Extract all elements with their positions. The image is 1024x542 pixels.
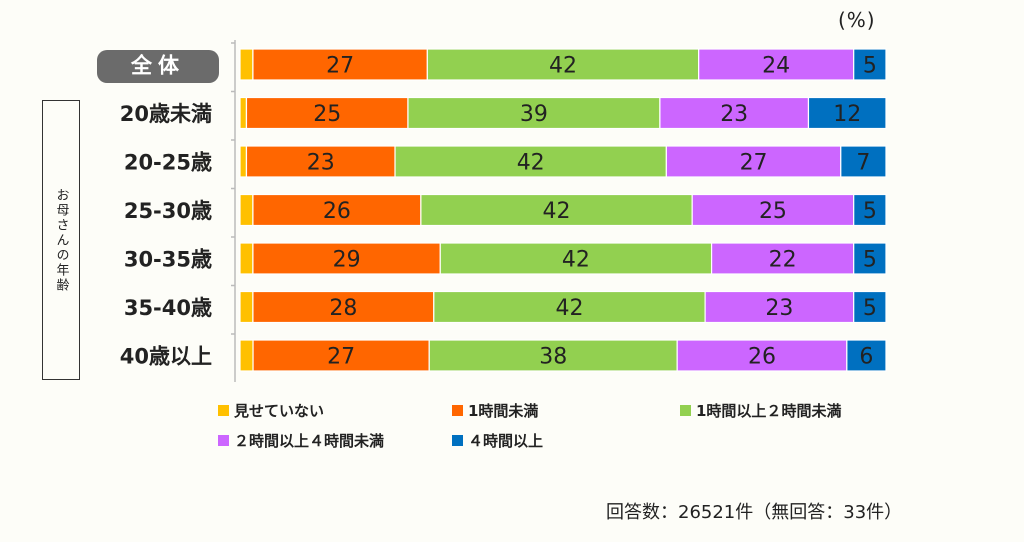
legend-swatch-under-1h <box>452 405 463 416</box>
bar-segment <box>659 96 810 130</box>
bar-segment <box>239 242 254 275</box>
bar-segment <box>807 96 887 130</box>
legend-item-none: 見せていない <box>218 400 324 421</box>
bar-segment <box>239 96 248 130</box>
legend: 見せていない 1時間未満 1時間以上２時間未満 ２時間以上４時間未満 ４時間以上 <box>218 398 918 462</box>
data-label: 5 <box>863 54 877 79</box>
data-label: 26 <box>323 199 351 224</box>
vertical-axis-label: お母さんの年齢 <box>53 187 69 293</box>
data-label: 5 <box>863 296 877 321</box>
bar-segment <box>428 339 678 372</box>
category-label: 25-30歳 <box>124 199 212 223</box>
data-label: 12 <box>833 102 861 127</box>
legend-swatch-over-4h <box>452 435 463 446</box>
bar-segment <box>239 145 248 178</box>
data-label: 39 <box>520 102 548 127</box>
legend-label-over-4h: ４時間以上 <box>468 432 544 450</box>
bar-segment <box>239 193 254 227</box>
legend-item-over-4h: ４時間以上 <box>452 430 543 451</box>
bar-segment <box>665 145 842 178</box>
bar-segment <box>407 96 661 130</box>
bar-segment <box>698 48 855 81</box>
bar-segment <box>252 242 441 275</box>
legend-swatch-none <box>218 405 229 416</box>
category-label: 40歳以上 <box>120 345 212 369</box>
data-label: 42 <box>517 151 545 176</box>
data-label: 23 <box>765 296 793 321</box>
bar-segment <box>676 339 848 372</box>
age-group-box: お母さんの年齢 <box>42 100 80 380</box>
data-label: 42 <box>562 248 590 273</box>
bar-segment <box>426 48 700 81</box>
bar-segment <box>252 290 435 324</box>
data-label: 25 <box>759 199 787 224</box>
data-label: 25 <box>313 102 341 127</box>
category-label: 全体 <box>130 54 185 78</box>
legend-item-2-to-4h: ２時間以上４時間未満 <box>218 430 384 451</box>
legend-label-2-to-4h: ２時間以上４時間未満 <box>234 432 385 450</box>
data-label: 22 <box>769 248 797 273</box>
category-label-badge <box>97 50 219 83</box>
data-label: 23 <box>307 151 335 176</box>
category-label: 35-40歳 <box>124 296 212 320</box>
data-label: 7 <box>856 151 870 176</box>
legend-label-1-to-2h: 1時間以上２時間未満 <box>696 402 842 420</box>
data-label: 6 <box>859 345 873 370</box>
bar-segment <box>433 290 706 324</box>
bar-segment <box>853 193 887 227</box>
bar-segment <box>853 242 887 275</box>
legend-item-1-to-2h: 1時間以上２時間未満 <box>680 400 841 421</box>
category-label: 20歳未満 <box>120 102 212 126</box>
legend-label-none: 見せていない <box>234 402 325 420</box>
data-label: 28 <box>329 296 357 321</box>
bar-segment <box>252 339 430 372</box>
bar-segment <box>239 48 254 81</box>
bar-segment <box>704 290 855 324</box>
bar-segment <box>853 290 887 324</box>
data-label: 23 <box>720 102 748 127</box>
bar-segment <box>245 145 396 178</box>
response-count-note: 回答数：26521件（無回答：33件） <box>606 502 903 523</box>
legend-swatch-1-to-2h <box>680 405 691 416</box>
bar-segment <box>846 339 887 372</box>
bar-segment <box>239 290 254 324</box>
data-label: 24 <box>762 54 790 79</box>
data-label: 5 <box>863 248 877 273</box>
bar-segment <box>420 193 693 227</box>
data-label: 42 <box>555 296 583 321</box>
category-label: 30-35歳 <box>124 248 212 272</box>
bar-segment <box>239 339 254 372</box>
data-label: 42 <box>543 199 571 224</box>
bar-segment <box>252 193 422 227</box>
data-label: 27 <box>740 151 768 176</box>
bar-segment <box>394 145 667 178</box>
bar-segment <box>252 48 428 81</box>
data-label: 27 <box>327 345 355 370</box>
data-label: 5 <box>863 199 877 224</box>
data-label: 26 <box>748 345 776 370</box>
data-label: 38 <box>539 345 567 370</box>
legend-label-under-1h: 1時間未満 <box>468 402 539 420</box>
data-label: 27 <box>326 54 354 79</box>
data-label: 42 <box>549 54 577 79</box>
legend-item-under-1h: 1時間未満 <box>452 400 538 421</box>
data-label: 29 <box>333 248 361 273</box>
bar-segment <box>710 242 855 275</box>
category-label: 20-25歳 <box>124 151 212 175</box>
legend-swatch-2-to-4h <box>218 435 229 446</box>
bar-segment <box>853 48 887 81</box>
bar-segment <box>840 145 887 178</box>
bar-segment <box>439 242 713 275</box>
unit-label: (%) <box>838 8 876 32</box>
